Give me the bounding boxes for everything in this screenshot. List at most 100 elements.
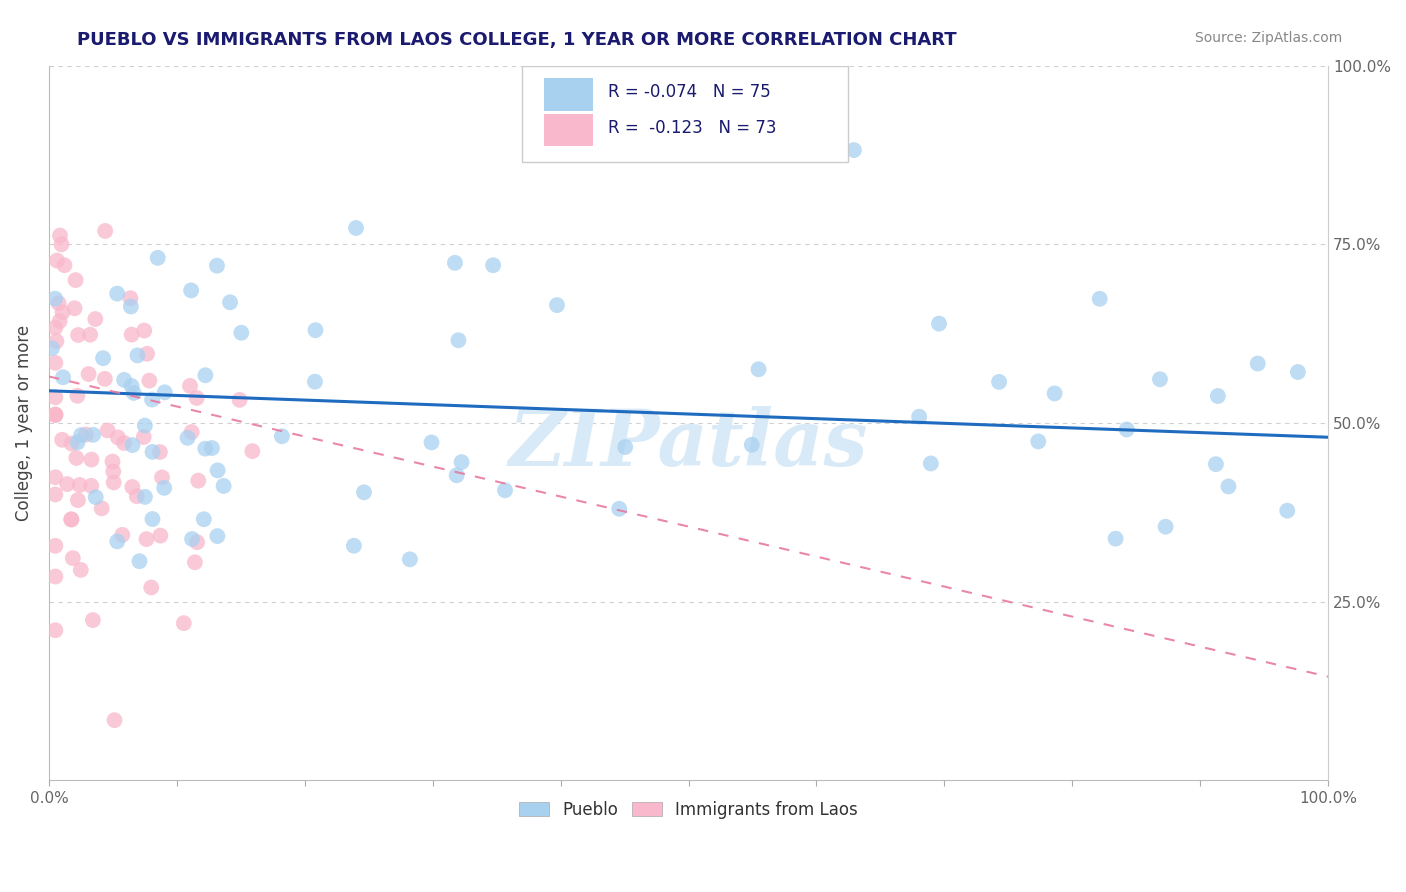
Point xyxy=(53,258,76,272)
Point xyxy=(141,392,163,407)
Point xyxy=(1043,386,1066,401)
Point xyxy=(741,438,763,452)
Point xyxy=(79,327,101,342)
Point xyxy=(121,480,143,494)
Point xyxy=(60,512,83,526)
Point xyxy=(135,532,157,546)
FancyBboxPatch shape xyxy=(522,66,848,162)
Point xyxy=(446,468,468,483)
Point xyxy=(44,408,66,422)
Point xyxy=(240,444,263,458)
Point xyxy=(1026,434,1049,449)
Point xyxy=(82,427,104,442)
Point xyxy=(111,528,134,542)
Point xyxy=(207,463,229,477)
Point xyxy=(186,535,208,549)
Point xyxy=(51,433,73,447)
Point xyxy=(228,392,250,407)
Point xyxy=(149,445,172,459)
Text: R =  -0.123   N = 73: R = -0.123 N = 73 xyxy=(607,119,776,136)
Point xyxy=(60,512,83,526)
Point xyxy=(842,143,865,157)
Point xyxy=(69,563,91,577)
Point xyxy=(122,386,145,401)
Point xyxy=(45,334,67,348)
Point xyxy=(134,490,156,504)
Point xyxy=(908,409,931,424)
Point xyxy=(1149,372,1171,386)
Point xyxy=(84,490,107,504)
Point xyxy=(141,445,163,459)
Point xyxy=(44,624,66,638)
Point xyxy=(125,489,148,503)
Point xyxy=(44,390,66,404)
Bar xyxy=(544,114,592,146)
Point xyxy=(134,418,156,433)
Point xyxy=(80,452,103,467)
Point xyxy=(132,430,155,444)
Point xyxy=(353,485,375,500)
Point xyxy=(271,429,294,443)
Point xyxy=(90,501,112,516)
Point xyxy=(153,481,176,495)
Point xyxy=(49,228,72,243)
Point xyxy=(94,372,117,386)
Bar xyxy=(544,78,592,111)
Point xyxy=(91,351,114,366)
Point xyxy=(450,455,472,469)
Point xyxy=(304,323,326,337)
Text: Source: ZipAtlas.com: Source: ZipAtlas.com xyxy=(1195,31,1343,45)
Point xyxy=(120,300,142,314)
Point xyxy=(141,512,163,526)
Point xyxy=(186,391,208,405)
Point xyxy=(103,713,125,727)
Point xyxy=(173,616,195,631)
Point xyxy=(107,430,129,444)
Point xyxy=(121,327,143,342)
Point xyxy=(180,425,202,439)
Point xyxy=(75,427,97,442)
Point xyxy=(181,532,204,546)
Point xyxy=(66,435,89,450)
Point xyxy=(66,493,89,508)
Legend: Pueblo, Immigrants from Laos: Pueblo, Immigrants from Laos xyxy=(513,794,865,826)
Point xyxy=(112,436,135,450)
Point xyxy=(44,292,66,306)
Point xyxy=(44,487,66,501)
Point xyxy=(69,478,91,492)
Point xyxy=(1154,519,1177,533)
Point xyxy=(51,237,73,252)
Point xyxy=(928,317,950,331)
Point xyxy=(48,314,70,328)
Point xyxy=(194,368,217,383)
Point xyxy=(748,362,770,376)
Point xyxy=(176,431,198,445)
Point xyxy=(134,324,156,338)
Point xyxy=(207,529,229,543)
Point xyxy=(1088,292,1111,306)
Point xyxy=(94,224,117,238)
Point xyxy=(65,273,87,287)
Point xyxy=(150,470,173,484)
Point xyxy=(146,251,169,265)
Point xyxy=(121,438,143,452)
Point xyxy=(41,341,63,355)
Point xyxy=(1277,504,1299,518)
Point xyxy=(62,551,84,566)
Point xyxy=(44,356,66,370)
Point xyxy=(97,424,120,438)
Point xyxy=(343,539,366,553)
Point xyxy=(44,539,66,553)
Point xyxy=(1205,457,1227,471)
Point xyxy=(52,305,75,319)
Point xyxy=(103,475,125,490)
Point xyxy=(65,450,87,465)
Point xyxy=(128,554,150,568)
Point xyxy=(84,312,107,326)
Point xyxy=(447,333,470,347)
Point xyxy=(44,408,66,422)
Point xyxy=(344,221,367,235)
Point xyxy=(399,552,422,566)
Point xyxy=(920,457,942,471)
Point xyxy=(70,428,93,442)
